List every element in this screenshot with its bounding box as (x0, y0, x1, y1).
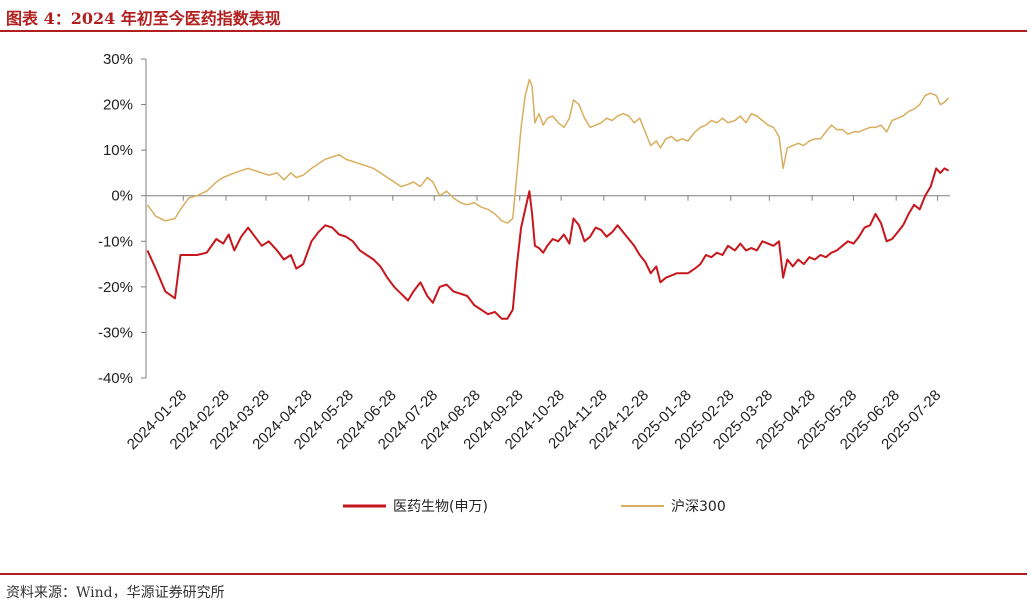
y-tick-label: -10% (98, 233, 133, 250)
y-axis: 30% 20% 10% 0% -10% -20% -30% -40% (98, 51, 147, 387)
legend: 医药生物(申万) 沪深300 (343, 499, 726, 515)
y-tick-label: 20% (103, 97, 133, 114)
legend-label: 沪深300 (671, 499, 726, 515)
y-tick-label: -20% (98, 279, 133, 296)
bottom-divider (0, 573, 1027, 575)
y-tick-label: -30% (98, 324, 133, 341)
series-layer (146, 78, 950, 320)
y-tick-label: 10% (103, 142, 133, 159)
y-tick-label: 30% (103, 51, 133, 68)
top-divider (0, 30, 1027, 32)
y-tick-label: -40% (98, 370, 133, 387)
series-line (146, 167, 950, 320)
source-note: 资料来源：Wind，华源证券研究所 (6, 585, 225, 601)
series-line (146, 78, 950, 224)
report-header: 图表 4：2024 年初至今医药指数表现 (0, 0, 1031, 30)
x-axis: 2024-01-282024-02-282024-03-282024-04-28… (124, 195, 950, 453)
y-tick-label: 0% (111, 188, 133, 205)
figure-title: 图表 4：2024 年初至今医药指数表现 (6, 9, 281, 28)
legend-label: 医药生物(申万) (393, 499, 488, 515)
